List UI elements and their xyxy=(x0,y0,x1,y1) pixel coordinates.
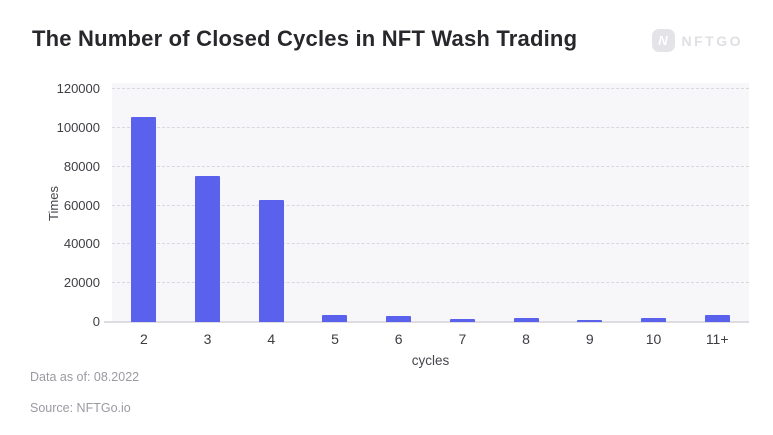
y-tick-label: 60000 xyxy=(63,197,100,213)
gridline xyxy=(112,243,749,245)
data-as-of-note: Data as of: 08.2022 xyxy=(30,370,140,384)
gridline xyxy=(112,165,749,167)
bar-slot-2 xyxy=(112,83,176,322)
bar-7 xyxy=(449,319,475,322)
bar-5 xyxy=(322,315,348,322)
bar-2 xyxy=(131,116,157,322)
nftgo-logo-icon: N xyxy=(651,29,675,52)
bar-slot-3 xyxy=(176,83,240,322)
x-axis-tick-labels: 2 3 4 5 6 7 8 9 10 11+ xyxy=(112,331,749,347)
bar-slot-9 xyxy=(558,83,622,322)
x-tick-label: 9 xyxy=(585,331,594,347)
y-tick-label: 40000 xyxy=(63,236,100,252)
gridline xyxy=(112,126,749,128)
bar-8 xyxy=(513,317,539,322)
x-tick-label: 8 xyxy=(522,331,530,347)
y-tick-label: 100000 xyxy=(56,119,100,135)
bar-slot-11+ xyxy=(685,83,749,322)
bar-6 xyxy=(386,316,412,322)
bar-11+ xyxy=(704,315,730,322)
bar-10 xyxy=(640,317,666,322)
bars-container xyxy=(112,83,749,322)
y-tick-label: 120000 xyxy=(56,81,100,96)
nftgo-logo-text: NFTGO xyxy=(681,32,743,49)
y-tick-label: 0 xyxy=(92,314,100,329)
x-tick-label: 4 xyxy=(267,331,276,347)
bar-slot-6 xyxy=(367,83,431,322)
bar-3 xyxy=(195,175,221,322)
bar-slot-5 xyxy=(303,83,367,322)
x-tick-label: 3 xyxy=(203,331,212,347)
bar-slot-4 xyxy=(239,83,303,322)
source-note: Source: NFTGo.io xyxy=(30,401,131,415)
y-axis-tick-labels: 0 20000 40000 60000 80000 100000 120000 xyxy=(30,81,100,329)
gridline xyxy=(112,88,749,89)
bar-slot-8 xyxy=(494,83,558,322)
bar-slot-7 xyxy=(431,83,495,322)
chart-title: The Number of Closed Cycles in NFT Wash … xyxy=(32,26,578,51)
gridline xyxy=(112,282,749,284)
x-tick-label: 5 xyxy=(331,331,339,347)
x-tick-label: 11+ xyxy=(705,331,729,347)
gridline xyxy=(112,204,749,206)
y-tick-label: 20000 xyxy=(63,275,100,291)
bar-9 xyxy=(577,320,603,322)
bar-4 xyxy=(258,199,284,322)
nftgo-logo: N NFTGO xyxy=(651,29,744,52)
y-tick-label: 80000 xyxy=(63,158,100,174)
x-tick-label: 10 xyxy=(645,331,662,347)
bar-slot-10 xyxy=(622,83,686,322)
x-axis-title: cycles xyxy=(411,353,450,368)
x-tick-label: 6 xyxy=(394,331,403,347)
x-tick-label: 2 xyxy=(139,331,148,347)
x-tick-label: 7 xyxy=(458,331,467,347)
x-axis-line xyxy=(104,321,749,323)
